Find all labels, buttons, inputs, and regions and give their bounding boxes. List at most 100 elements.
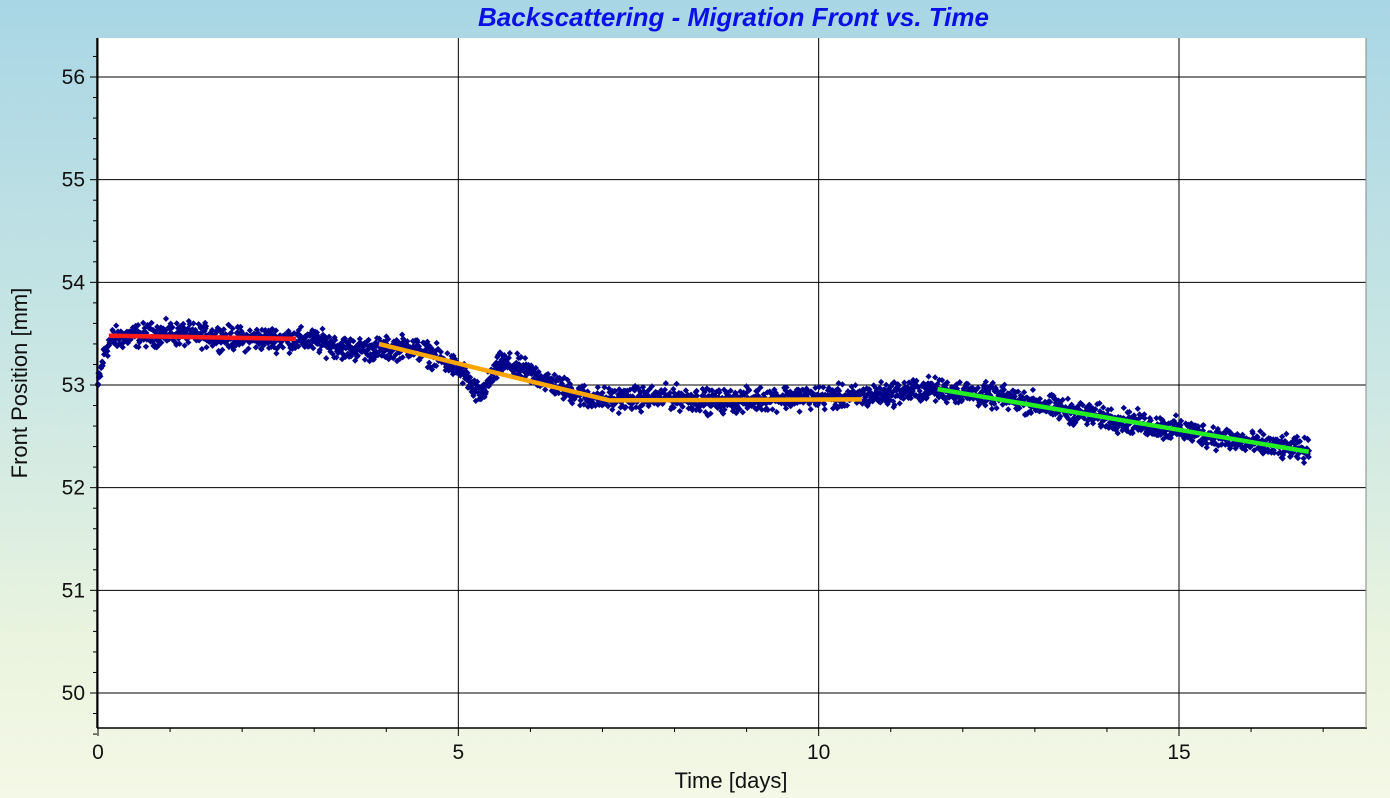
data-point [622, 403, 629, 411]
data-point [1271, 449, 1278, 456]
data-point [482, 388, 490, 396]
data-point [361, 356, 369, 363]
data-point [1203, 444, 1210, 451]
y-tick-label: 55 [62, 169, 85, 192]
data-point [433, 339, 440, 347]
data-point [1249, 430, 1256, 437]
data-point [836, 387, 843, 394]
data-point [679, 403, 686, 410]
data-points [94, 315, 1313, 466]
data-point [661, 386, 669, 393]
data-point [676, 407, 683, 415]
chart-title: Backscattering - Migration Front vs. Tim… [478, 2, 989, 32]
data-point [399, 331, 406, 338]
y-tick-label: 54 [62, 271, 86, 294]
data-point [1189, 437, 1196, 444]
data-point [843, 402, 851, 409]
data-point [459, 380, 466, 387]
fit-lines [108, 333, 1310, 454]
fit-line-segment-1 [108, 333, 297, 342]
data-point [654, 401, 662, 408]
data-point [297, 323, 305, 330]
data-point [1305, 453, 1312, 461]
data-point [325, 333, 333, 340]
data-point [1047, 398, 1054, 406]
grid-lines [97, 38, 1366, 728]
data-point [180, 320, 187, 328]
y-tick-label: 50 [62, 682, 85, 705]
data-point [1279, 433, 1286, 440]
data-point [272, 327, 280, 334]
x-tick-label: 15 [1167, 741, 1190, 764]
data-point [498, 359, 505, 366]
data-point [783, 384, 790, 391]
data-point [310, 345, 317, 352]
data-point [932, 374, 939, 381]
data-point [1100, 404, 1107, 411]
data-point [693, 387, 700, 395]
data-point [319, 325, 326, 332]
data-point [332, 336, 339, 344]
y-tick-label: 52 [62, 477, 85, 500]
y-axis-title: Front Position [mm] [7, 288, 32, 479]
data-point [493, 374, 500, 382]
data-point [1074, 403, 1081, 410]
data-point [444, 350, 451, 357]
data-point [474, 378, 481, 385]
data-point [689, 407, 696, 414]
data-point [1153, 415, 1160, 422]
data-point [1029, 386, 1037, 393]
data-point [839, 381, 846, 388]
data-point [258, 346, 265, 353]
data-point [1172, 412, 1180, 419]
data-point [742, 390, 750, 397]
x-axis-title: Time [days] [675, 768, 788, 793]
data-point [891, 401, 898, 409]
x-tick-label: 0 [92, 741, 104, 764]
data-point [896, 400, 903, 407]
data-point [1293, 433, 1301, 440]
data-point [932, 397, 939, 405]
data-point [1242, 447, 1249, 454]
data-point [404, 342, 412, 350]
data-point [1296, 438, 1303, 445]
data-point [883, 381, 890, 388]
data-point [1257, 428, 1264, 435]
data-point [279, 344, 287, 351]
data-point [385, 336, 392, 343]
data-point [1036, 395, 1044, 402]
x-tick-label: 5 [452, 741, 464, 764]
data-point [1283, 430, 1290, 437]
data-point [1027, 409, 1035, 417]
data-point [404, 338, 411, 345]
data-point [1059, 396, 1066, 403]
data-point [1195, 423, 1202, 430]
data-point [943, 399, 950, 406]
data-point [142, 343, 150, 350]
data-point [615, 410, 622, 417]
fit-line-segment-2 [378, 341, 862, 403]
y-tick-label: 53 [62, 374, 85, 397]
data-point [1120, 404, 1127, 411]
y-tick-label: 51 [62, 579, 85, 602]
data-point [1086, 401, 1093, 408]
data-point [820, 384, 827, 391]
data-point [437, 348, 444, 356]
data-point [581, 382, 588, 389]
data-point [829, 387, 836, 394]
data-point [323, 355, 330, 362]
data-point [1294, 454, 1302, 462]
data-point [483, 381, 491, 389]
tick-labels: 50 51 52 53 54 55 56 0 5 10 15 [62, 66, 1191, 764]
data-point [1141, 415, 1148, 422]
data-point [577, 397, 584, 404]
data-point [821, 406, 828, 413]
data-point [365, 336, 372, 344]
data-point [769, 406, 776, 413]
data-point [1092, 406, 1099, 413]
data-point [357, 339, 364, 346]
data-point [496, 349, 504, 356]
y-tick-label: 56 [62, 66, 85, 89]
plot-area [97, 38, 1366, 728]
